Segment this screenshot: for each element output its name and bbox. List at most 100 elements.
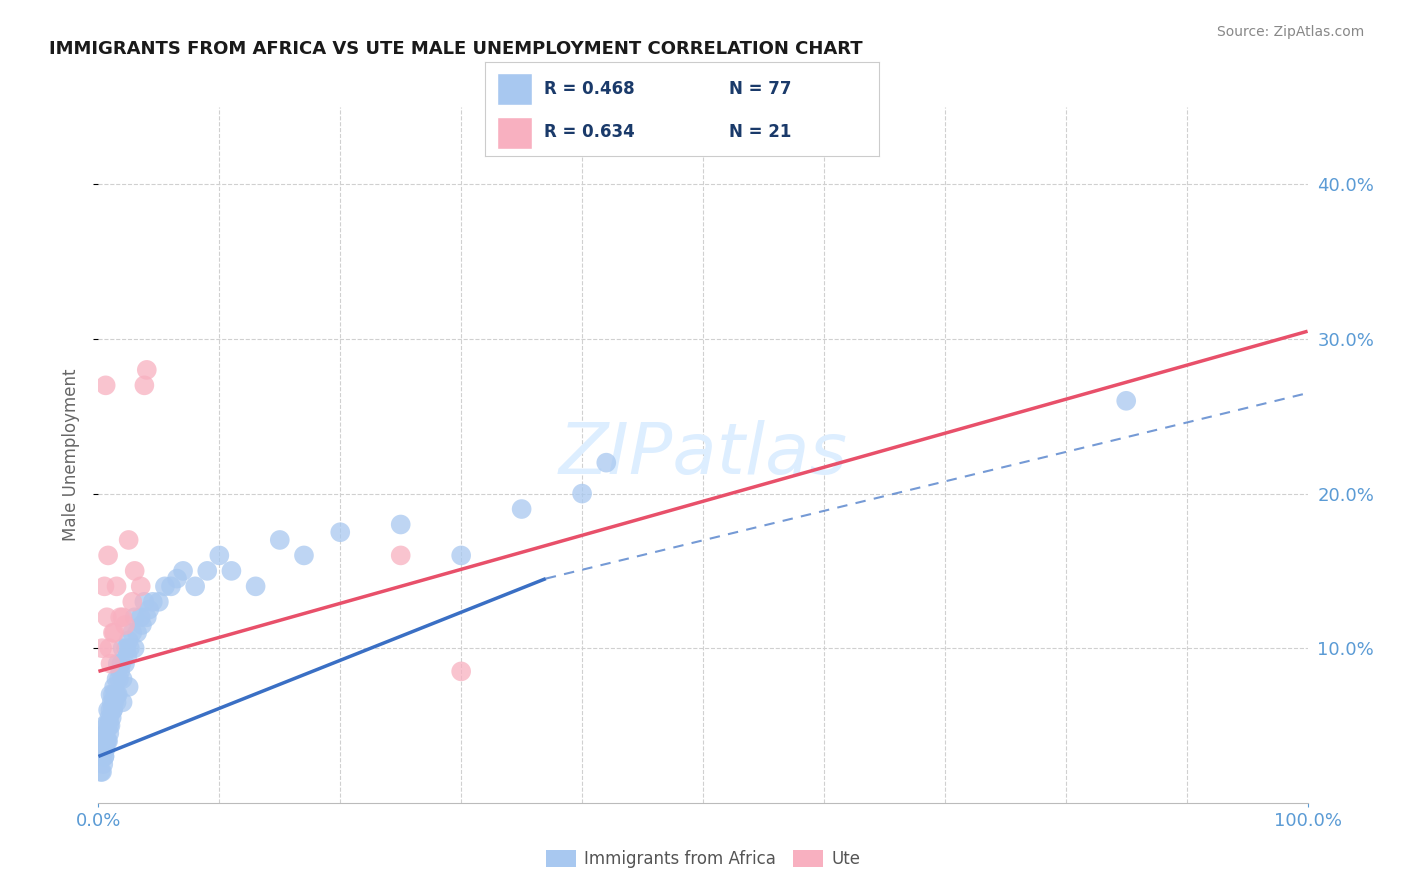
- Point: [96, 718, 118, 732]
- Point: [269, 533, 291, 547]
- FancyBboxPatch shape: [496, 117, 533, 149]
- Point: [105, 688, 128, 702]
- Point: [115, 641, 138, 656]
- Point: [108, 665, 131, 679]
- Point: [129, 579, 152, 593]
- Legend: Immigrants from Africa, Ute: Immigrants from Africa, Ute: [540, 843, 866, 874]
- Point: [450, 549, 472, 563]
- Point: [100, 711, 122, 725]
- Text: R = 0.468: R = 0.468: [544, 79, 634, 97]
- Point: [127, 625, 149, 640]
- Point: [110, 657, 132, 671]
- Text: Source: ZipAtlas.com: Source: ZipAtlas.com: [1216, 25, 1364, 39]
- Point: [114, 657, 136, 671]
- Point: [107, 688, 129, 702]
- Point: [101, 703, 124, 717]
- Point: [98, 726, 121, 740]
- Point: [90, 764, 112, 779]
- Point: [103, 695, 125, 709]
- Point: [245, 579, 267, 593]
- Point: [134, 595, 156, 609]
- Point: [98, 711, 121, 725]
- Point: [135, 363, 157, 377]
- Point: [104, 688, 127, 702]
- Point: [195, 564, 218, 578]
- Point: [91, 734, 114, 748]
- Point: [221, 564, 243, 578]
- Point: [160, 579, 183, 593]
- Point: [96, 734, 118, 748]
- Point: [94, 378, 117, 392]
- Point: [124, 610, 146, 624]
- Point: [124, 564, 146, 578]
- Point: [105, 672, 128, 686]
- Point: [121, 595, 143, 609]
- Point: [153, 579, 176, 593]
- Point: [111, 610, 134, 624]
- Point: [96, 734, 118, 748]
- Point: [98, 718, 121, 732]
- Point: [118, 641, 141, 656]
- Point: [208, 549, 231, 563]
- Point: [135, 610, 157, 624]
- Point: [100, 657, 122, 671]
- Point: [93, 749, 115, 764]
- Text: IMMIGRANTS FROM AFRICA VS UTE MALE UNEMPLOYMENT CORRELATION CHART: IMMIGRANTS FROM AFRICA VS UTE MALE UNEMP…: [49, 40, 863, 58]
- Point: [111, 641, 134, 656]
- Point: [100, 688, 122, 702]
- Point: [131, 618, 153, 632]
- Point: [97, 734, 120, 748]
- Point: [118, 533, 141, 547]
- Text: R = 0.634: R = 0.634: [544, 123, 636, 141]
- Point: [172, 564, 194, 578]
- Text: N = 77: N = 77: [730, 79, 792, 97]
- Point: [101, 688, 124, 702]
- Point: [142, 595, 165, 609]
- Point: [107, 657, 129, 671]
- Point: [389, 549, 412, 563]
- Point: [100, 703, 122, 717]
- Point: [93, 718, 115, 732]
- Point: [184, 579, 207, 593]
- Point: [108, 672, 131, 686]
- Point: [118, 633, 141, 648]
- Point: [91, 757, 114, 772]
- Point: [114, 618, 136, 632]
- Point: [510, 502, 533, 516]
- Point: [129, 610, 152, 624]
- Point: [111, 672, 134, 686]
- Point: [121, 625, 143, 640]
- Point: [105, 695, 128, 709]
- Point: [97, 703, 120, 717]
- Point: [91, 641, 114, 656]
- Point: [93, 734, 115, 748]
- Point: [100, 718, 122, 732]
- Point: [98, 641, 121, 656]
- Point: [117, 648, 139, 663]
- Point: [124, 641, 146, 656]
- Point: [101, 625, 124, 640]
- FancyBboxPatch shape: [496, 73, 533, 104]
- Point: [1115, 393, 1137, 408]
- Point: [105, 579, 128, 593]
- Point: [329, 525, 352, 540]
- Point: [91, 749, 114, 764]
- Point: [292, 549, 315, 563]
- Point: [450, 665, 472, 679]
- Point: [94, 726, 117, 740]
- Point: [166, 572, 188, 586]
- Point: [94, 741, 117, 756]
- Point: [118, 680, 141, 694]
- Point: [571, 486, 593, 500]
- Y-axis label: Male Unemployment: Male Unemployment: [62, 368, 80, 541]
- Point: [103, 680, 125, 694]
- Point: [108, 610, 131, 624]
- Point: [97, 549, 120, 563]
- Point: [96, 610, 118, 624]
- Point: [111, 695, 134, 709]
- Text: ZIPatlas: ZIPatlas: [558, 420, 848, 490]
- Point: [138, 602, 160, 616]
- Point: [91, 764, 114, 779]
- Point: [595, 456, 617, 470]
- Point: [134, 378, 156, 392]
